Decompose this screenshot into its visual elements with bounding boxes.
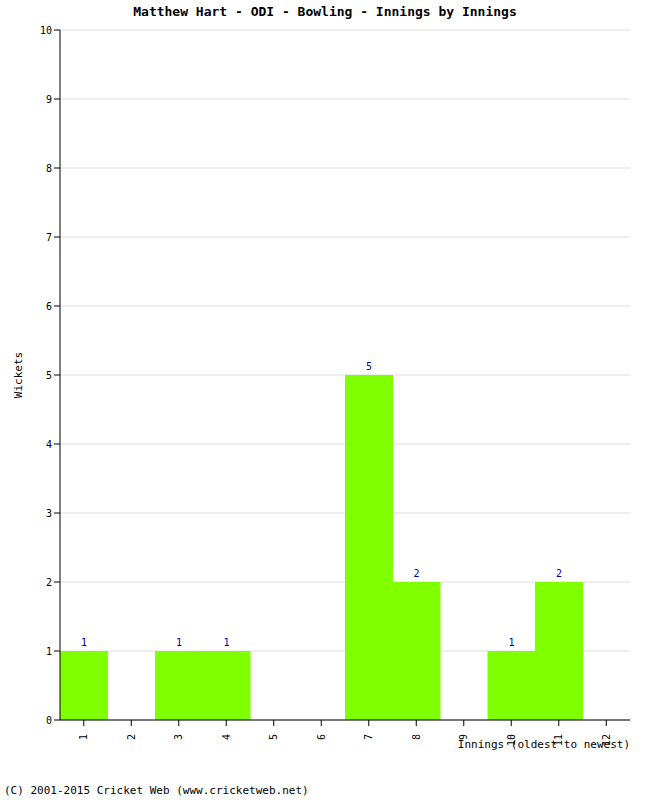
svg-text:5: 5 — [268, 734, 279, 740]
svg-text:1: 1 — [508, 637, 514, 648]
svg-text:1: 1 — [78, 734, 89, 740]
svg-text:7: 7 — [46, 232, 52, 243]
svg-text:7: 7 — [363, 734, 374, 740]
svg-text:1: 1 — [223, 637, 229, 648]
svg-text:1: 1 — [176, 637, 182, 648]
svg-text:6: 6 — [316, 734, 327, 740]
svg-text:3: 3 — [46, 508, 52, 519]
svg-text:10: 10 — [40, 25, 52, 36]
svg-text:6: 6 — [46, 301, 52, 312]
svg-text:Wickets: Wickets — [12, 352, 25, 398]
svg-text:4: 4 — [46, 439, 52, 450]
svg-text:2: 2 — [556, 568, 562, 579]
svg-text:5: 5 — [366, 361, 372, 372]
svg-text:2: 2 — [413, 568, 419, 579]
svg-text:0: 0 — [46, 715, 52, 726]
svg-text:8: 8 — [46, 163, 52, 174]
svg-text:9: 9 — [46, 94, 52, 105]
svg-text:3: 3 — [173, 734, 184, 740]
svg-text:2: 2 — [126, 734, 137, 740]
svg-text:5: 5 — [46, 370, 52, 381]
svg-text:4: 4 — [221, 734, 232, 740]
svg-text:2: 2 — [46, 577, 52, 588]
svg-text:1: 1 — [81, 637, 87, 648]
svg-text:1: 1 — [46, 646, 52, 657]
svg-text:8: 8 — [411, 734, 422, 740]
